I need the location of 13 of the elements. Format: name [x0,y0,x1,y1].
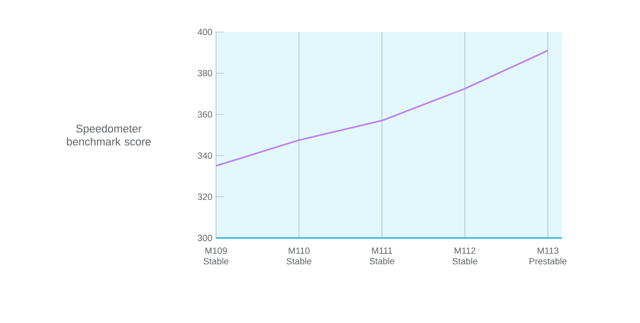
y-tick-label: 340 [198,152,212,159]
y-tick-label: 400 [198,28,212,36]
line-series [216,50,549,167]
x-tick-label: M110 Stable [286,248,312,264]
y-axis-title: Speedometer benchmark score [66,124,151,146]
y-tick-label: 320 [198,194,212,200]
y-tick-label: 360 [198,111,212,118]
y-tick-label: 300 [198,234,212,242]
x-tick-label: M113 Prestable [530,248,567,264]
x-tick-label: M112 Stable [452,248,478,264]
y-tick-label: 380 [198,70,212,76]
x-tick-label: M111 Stable [370,248,394,264]
x-tick-label: M109 Stable [204,248,228,264]
